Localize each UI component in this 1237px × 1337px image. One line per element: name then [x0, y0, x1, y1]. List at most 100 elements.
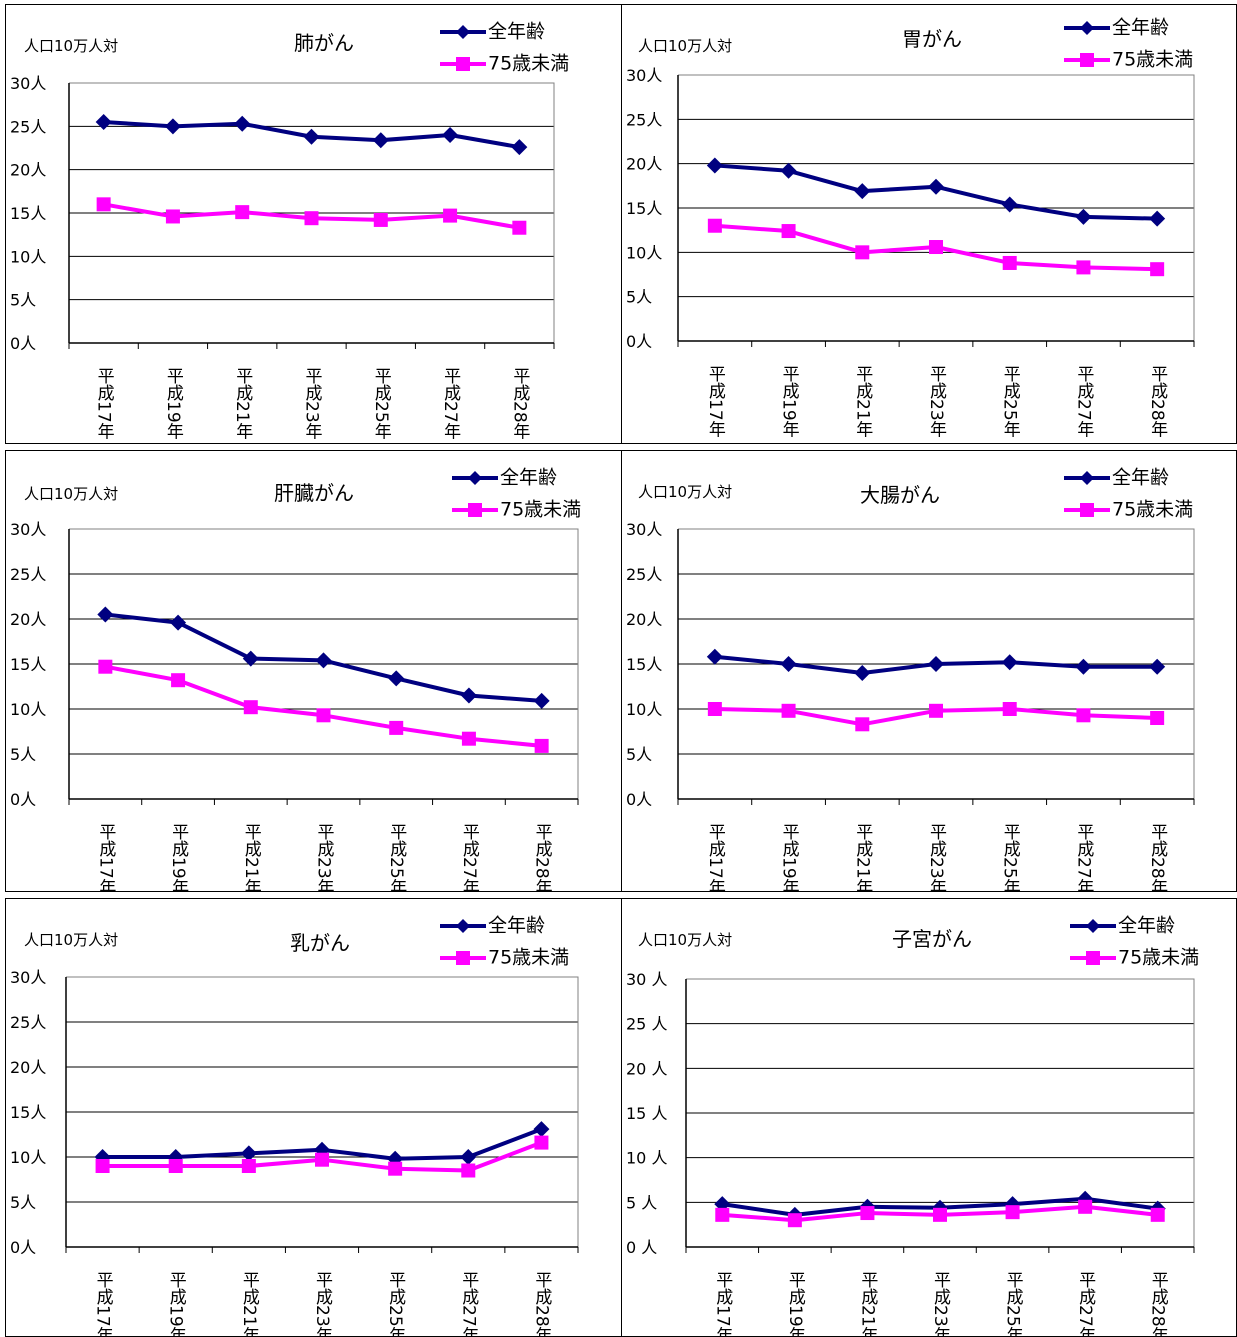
point-under-75 [373, 212, 388, 227]
legend-item-under-75: 75歳未満 [438, 945, 569, 977]
legend-label: 75歳未満 [1118, 946, 1200, 969]
y-tick-label: 5人 [10, 745, 36, 764]
chart-title: 大腸がん [860, 483, 940, 507]
chart-panel-2: 0人 5人 10人 15人 20人 25人 30人 平成17年 平成19年 平成21年 平成23年 平… [621, 4, 1237, 444]
y-tick-label: 25人 [10, 565, 46, 584]
x-tick-label: 平成17年 [705, 365, 726, 438]
x-tick-label: 平成17年 [705, 823, 726, 891]
y-tick-label: 20人 [10, 610, 46, 629]
point-under-75 [461, 1163, 476, 1178]
y-tick-label: 25人 [626, 110, 662, 129]
legend-item-all-ages: 全年齢 [438, 913, 569, 945]
chart-title: 胃がん [902, 27, 962, 51]
legend-item-all-ages: 全年齢 [1068, 913, 1199, 945]
point-all-ages [460, 687, 477, 704]
legend-item-under-75: 75歳未満 [438, 51, 569, 83]
plot-frame [678, 74, 1195, 341]
legend-item-all-ages: 全年齢 [1062, 15, 1193, 47]
chart-panel-6: 0 人 5 人 10 人 15 人 20 人 25 人 30 人平成17年 平成19年 平成21… [621, 898, 1237, 1337]
y-tick-label: 5人 [10, 1193, 36, 1212]
point-under-75 [933, 1207, 947, 1222]
point-all-ages [315, 652, 332, 669]
legend-all-marker [1064, 20, 1110, 35]
y-tick-label: 25 人 [626, 1015, 667, 1034]
y-tick-label: 30人 [10, 968, 46, 987]
y-tick-label: 20人 [10, 161, 46, 180]
point-all-ages [1001, 654, 1018, 671]
unit-label: 人口10万人対 [24, 931, 119, 949]
point-all-ages [388, 670, 405, 687]
legend: 全年齢 75歳未満 [450, 465, 581, 529]
x-tick-label: 平成27年 [1073, 365, 1094, 438]
legend-label: 全年齢 [500, 466, 558, 489]
unit-label: 人口10万人対 [638, 37, 733, 55]
y-tick-label: 15 人 [626, 1104, 667, 1123]
y-tick-label: 0人 [10, 790, 36, 809]
x-tick-label: 平成23年 [930, 1271, 951, 1336]
point-under-75 [241, 1159, 256, 1173]
point-all-ages [95, 114, 112, 130]
x-tick-label: 平成21年 [232, 367, 253, 440]
x-tick-label: 平成17年 [94, 367, 115, 440]
chart-title: 乳がん [290, 931, 350, 955]
legend-all-marker [440, 24, 486, 39]
point-all-ages [1001, 196, 1018, 213]
x-tick-label: 平成23年 [314, 823, 335, 891]
point-under-75 [787, 1213, 802, 1228]
legend-label: 75歳未満 [488, 946, 570, 969]
point-under-75 [855, 717, 870, 732]
y-tick-label: 25人 [10, 1013, 46, 1032]
plot-frame [69, 528, 579, 799]
legend-item-under-75: 75歳未満 [1068, 945, 1199, 977]
point-all-ages [533, 692, 550, 709]
point-all-ages [854, 183, 871, 200]
x-tick-label: 平成19年 [168, 823, 189, 891]
point-all-ages [1149, 658, 1166, 675]
y-tick-label: 20 人 [626, 1059, 667, 1078]
x-tick-label: 平成21年 [857, 1271, 878, 1336]
point-under-75 [388, 1161, 403, 1176]
legend: 全年齢 75歳未満 [1062, 15, 1193, 79]
point-under-75 [96, 197, 111, 212]
legend-item-under-75: 75歳未満 [1062, 47, 1193, 79]
legend-item-all-ages: 全年齢 [450, 465, 581, 497]
point-under-75 [860, 1206, 875, 1221]
y-tick-label: 25人 [10, 117, 46, 136]
point-all-ages [533, 1121, 550, 1138]
legend-label: 75歳未満 [1112, 498, 1194, 521]
point-under-75 [315, 1152, 329, 1167]
point-all-ages [164, 118, 181, 135]
legend-label: 全年齢 [488, 914, 546, 937]
point-all-ages [242, 650, 259, 667]
legend-item-under-75: 75歳未満 [1062, 497, 1193, 529]
point-under-75 [1076, 260, 1091, 275]
point-all-ages [314, 1141, 330, 1158]
point-under-75 [855, 245, 870, 260]
x-tick-label: 平成27年 [458, 1271, 479, 1336]
plot-frame [66, 976, 579, 1247]
legend-item-all-ages: 全年齢 [1062, 465, 1193, 497]
x-tick-label: 平成28年 [1147, 365, 1168, 438]
point-all-ages [1075, 208, 1092, 225]
x-tick-label: 平成19年 [163, 367, 184, 440]
x-tick-label: 平成19年 [779, 823, 800, 891]
y-tick-label: 0 人 [626, 1238, 657, 1257]
point-under-75 [1076, 708, 1091, 723]
series-line-under-75 [104, 664, 542, 748]
x-tick-label: 平成25年 [1000, 365, 1021, 438]
point-all-ages [372, 132, 389, 149]
legend-item-under-75: 75歳未満 [450, 497, 581, 529]
y-tick-label: 10人 [10, 1148, 46, 1167]
y-tick-label: 10人 [626, 700, 662, 719]
point-under-75 [929, 703, 943, 718]
y-tick-label: 5 人 [626, 1193, 657, 1212]
x-tick-label: 平成21年 [239, 1271, 260, 1336]
y-tick-label: 5人 [10, 291, 36, 310]
x-tick-label: 平成19年 [785, 1271, 806, 1336]
unit-label: 人口10万人対 [638, 931, 733, 949]
point-under-75 [389, 720, 404, 735]
y-tick-label: 20人 [626, 610, 662, 629]
legend-label: 全年齢 [1112, 16, 1170, 39]
x-tick-label: 平成25年 [386, 823, 407, 891]
